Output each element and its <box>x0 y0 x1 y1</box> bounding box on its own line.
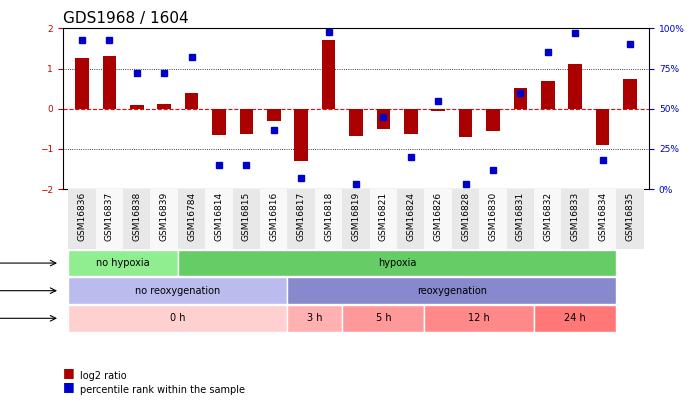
Text: GSM16833: GSM16833 <box>571 192 579 241</box>
Bar <box>534 189 561 249</box>
FancyBboxPatch shape <box>288 277 616 304</box>
Bar <box>404 109 417 134</box>
Bar <box>561 189 589 249</box>
FancyBboxPatch shape <box>68 305 288 332</box>
Bar <box>205 189 232 249</box>
Text: no reoxygenation: no reoxygenation <box>135 286 221 296</box>
Bar <box>541 81 555 109</box>
Text: 0 h: 0 h <box>170 313 186 323</box>
Text: 24 h: 24 h <box>564 313 586 323</box>
Bar <box>452 189 480 249</box>
Bar <box>480 189 507 249</box>
Text: 5 h: 5 h <box>376 313 391 323</box>
Text: GSM16816: GSM16816 <box>269 192 279 241</box>
Bar <box>342 189 370 249</box>
Bar <box>397 189 424 249</box>
Bar <box>68 189 96 249</box>
Text: GSM16837: GSM16837 <box>105 192 114 241</box>
Text: ■: ■ <box>63 366 75 379</box>
Text: GSM16815: GSM16815 <box>242 192 251 241</box>
Text: 12 h: 12 h <box>468 313 490 323</box>
Bar <box>288 189 315 249</box>
Bar <box>212 109 226 135</box>
FancyBboxPatch shape <box>342 305 424 332</box>
Text: GSM16838: GSM16838 <box>133 192 141 241</box>
Bar <box>376 109 390 129</box>
Bar <box>185 94 198 109</box>
FancyBboxPatch shape <box>424 305 534 332</box>
Text: GSM16828: GSM16828 <box>461 192 470 241</box>
FancyBboxPatch shape <box>68 250 178 276</box>
Bar <box>424 189 452 249</box>
Text: GSM16832: GSM16832 <box>543 192 552 241</box>
Bar <box>322 40 336 109</box>
Bar <box>151 189 178 249</box>
Text: GSM16839: GSM16839 <box>160 192 169 241</box>
Bar <box>370 189 397 249</box>
Text: GSM16834: GSM16834 <box>598 192 607 241</box>
FancyBboxPatch shape <box>68 277 288 304</box>
Text: GSM16818: GSM16818 <box>324 192 333 241</box>
FancyBboxPatch shape <box>534 305 616 332</box>
Text: GDS1968 / 1604: GDS1968 / 1604 <box>63 11 188 26</box>
Bar <box>239 109 253 134</box>
Text: reoxygenation: reoxygenation <box>417 286 487 296</box>
Bar <box>315 189 342 249</box>
Text: GSM16826: GSM16826 <box>433 192 443 241</box>
Bar <box>568 64 582 109</box>
Text: GSM16821: GSM16821 <box>379 192 388 241</box>
Bar <box>431 109 445 111</box>
Text: GSM16836: GSM16836 <box>77 192 87 241</box>
Text: GSM16830: GSM16830 <box>489 192 498 241</box>
Bar <box>130 105 144 109</box>
Text: GSM16831: GSM16831 <box>516 192 525 241</box>
Bar <box>595 109 609 145</box>
Text: GSM16784: GSM16784 <box>187 192 196 241</box>
Bar <box>486 109 500 131</box>
FancyBboxPatch shape <box>178 250 616 276</box>
Text: GSM16824: GSM16824 <box>406 192 415 241</box>
Text: percentile rank within the sample: percentile rank within the sample <box>80 385 245 395</box>
Bar <box>616 189 644 249</box>
Text: log2 ratio: log2 ratio <box>80 371 127 381</box>
Text: GSM16817: GSM16817 <box>297 192 306 241</box>
Bar <box>260 189 288 249</box>
Text: GSM16819: GSM16819 <box>352 192 360 241</box>
Text: 3 h: 3 h <box>307 313 322 323</box>
Bar <box>232 189 260 249</box>
Bar <box>103 56 117 109</box>
Bar <box>75 58 89 109</box>
Bar <box>157 104 171 109</box>
Bar <box>589 189 616 249</box>
Bar <box>295 109 308 161</box>
Bar <box>178 189 205 249</box>
Text: GSM16835: GSM16835 <box>625 192 634 241</box>
Text: hypoxia: hypoxia <box>378 258 416 268</box>
Bar <box>267 109 281 121</box>
Bar <box>514 88 527 109</box>
Bar <box>349 109 363 136</box>
FancyBboxPatch shape <box>288 305 342 332</box>
Text: GSM16814: GSM16814 <box>214 192 223 241</box>
Bar <box>123 189 151 249</box>
Text: ■: ■ <box>63 380 75 393</box>
Bar <box>459 109 473 137</box>
Text: no hypoxia: no hypoxia <box>96 258 150 268</box>
Bar <box>507 189 534 249</box>
Bar <box>96 189 123 249</box>
Bar <box>623 79 637 109</box>
